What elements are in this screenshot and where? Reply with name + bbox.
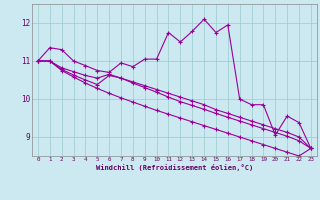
- X-axis label: Windchill (Refroidissement éolien,°C): Windchill (Refroidissement éolien,°C): [96, 164, 253, 171]
